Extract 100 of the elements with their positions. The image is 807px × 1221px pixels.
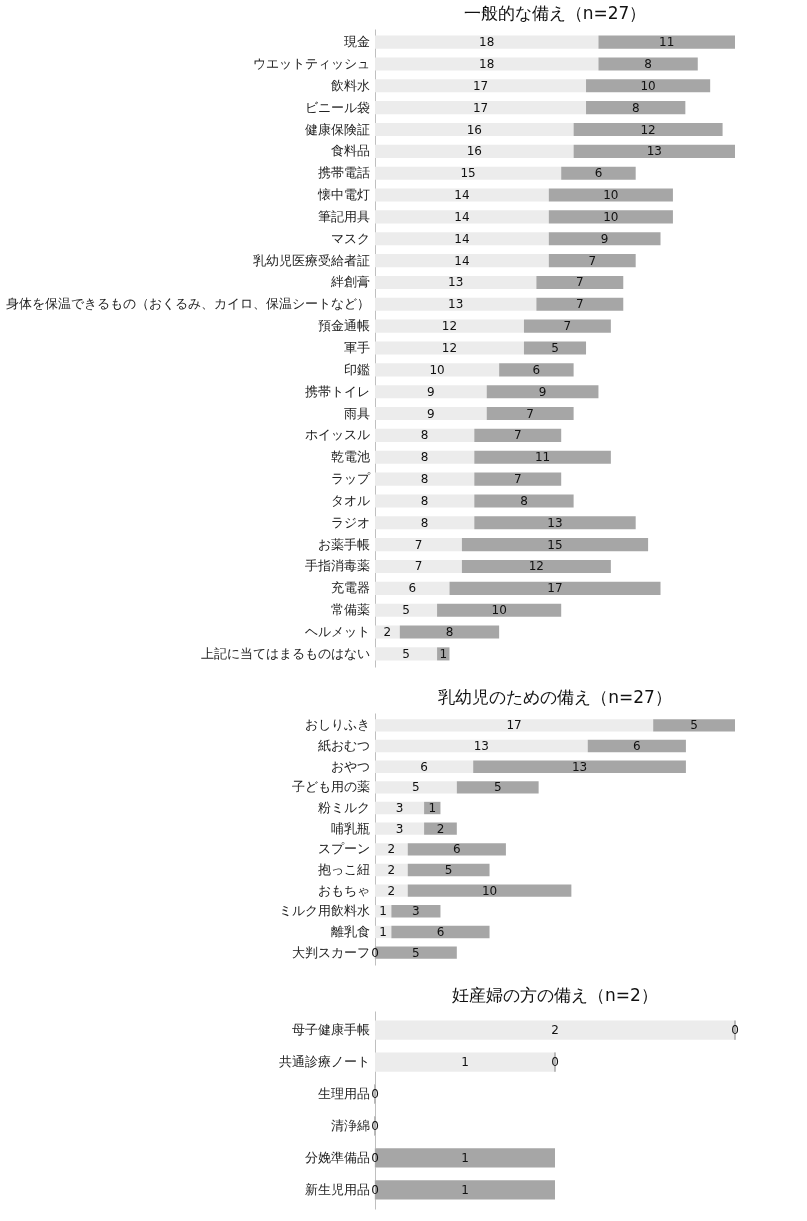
data-label: 14 — [454, 209, 470, 224]
data-label: 15 — [460, 166, 476, 181]
data-label: 13 — [571, 759, 588, 774]
data-label: 12 — [640, 122, 656, 137]
bar — [375, 884, 408, 897]
data-label: 5 — [690, 718, 698, 733]
data-label: 1 — [379, 904, 387, 919]
bar — [486, 385, 599, 399]
bar — [375, 538, 462, 552]
y-tick-label: 絆創膏 — [329, 274, 370, 290]
data-label: 2 — [383, 625, 392, 640]
bar — [548, 210, 673, 224]
y-tick-label: 軍手 — [343, 340, 370, 355]
data-label: 11 — [659, 35, 675, 50]
data-label: 2 — [551, 1023, 559, 1038]
y-tick-label: 携帯電話 — [317, 165, 370, 181]
y-tick-label: ラジオ — [330, 514, 370, 530]
data-label: 1 — [379, 924, 387, 939]
y-tick-label: ヘルメット — [304, 624, 370, 640]
bar — [375, 297, 537, 311]
y-tick-label: 子ども用の薬 — [291, 779, 370, 795]
data-label: 6 — [408, 581, 417, 596]
y-tick-label: 離乳食 — [330, 923, 370, 939]
bar — [375, 385, 487, 399]
data-label: 17 — [472, 78, 489, 93]
data-label: 6 — [633, 739, 641, 754]
data-label: 13 — [547, 515, 563, 530]
y-tick-label: 大判スカーフ — [291, 944, 370, 960]
data-label: 18 — [479, 56, 495, 71]
bar — [391, 905, 441, 918]
y-tick-label: 懐中電灯 — [316, 187, 370, 203]
data-label: 8 — [420, 450, 429, 465]
bar — [586, 101, 686, 115]
bar — [375, 275, 537, 290]
y-tick-label: 乾電池 — [330, 449, 370, 465]
bar — [375, 494, 475, 508]
data-label: 13 — [646, 144, 662, 159]
data-label: 1 — [461, 1055, 469, 1070]
bar — [375, 822, 425, 835]
bar — [548, 188, 673, 202]
data-label: 16 — [466, 144, 482, 159]
data-label: 7 — [588, 253, 597, 268]
bar — [375, 341, 524, 355]
bar — [653, 719, 735, 732]
y-tick-label: 雨具 — [343, 405, 370, 421]
data-label: 1 — [428, 801, 437, 816]
y-tick-label: 筆記用具 — [317, 208, 370, 224]
data-label: 8 — [420, 428, 429, 443]
data-label: 9 — [600, 231, 609, 246]
bar — [499, 363, 574, 377]
bar — [548, 232, 661, 246]
bar — [586, 79, 711, 93]
bar — [391, 925, 490, 939]
data-label: 2 — [387, 883, 396, 898]
data-label: 0 — [371, 1087, 379, 1102]
data-label: 13 — [473, 739, 489, 754]
data-label: 7 — [414, 559, 423, 574]
y-tick-label: タオル — [330, 492, 370, 508]
bar — [598, 57, 698, 71]
data-label: 10 — [640, 78, 656, 93]
bar — [561, 166, 636, 180]
chart-title: 妊産婦の方の備え（n=2） — [452, 985, 658, 1005]
bar — [573, 122, 723, 137]
y-tick-label: 飲料水 — [330, 77, 370, 93]
data-label: 3 — [412, 904, 420, 919]
bar — [375, 363, 500, 377]
y-tick-label: ミルク用飲料水 — [278, 903, 370, 919]
data-label: 1 — [439, 646, 448, 661]
bar — [473, 760, 686, 773]
data-label: 13 — [448, 297, 464, 312]
bar — [474, 472, 562, 486]
bar — [375, 101, 587, 115]
bar — [598, 35, 735, 49]
data-label: 16 — [466, 122, 482, 137]
data-label: 5 — [412, 780, 420, 795]
y-tick-label: 現金 — [343, 34, 370, 50]
y-tick-label: ホイッスル — [304, 427, 370, 443]
bar — [536, 297, 624, 311]
y-tick-label: 分娩準備品 — [304, 1149, 370, 1165]
data-label: 7 — [526, 406, 534, 421]
data-label: 5 — [412, 945, 420, 960]
chart-title: 乳幼児のための備え（n=27） — [438, 687, 672, 707]
data-label: 14 — [454, 253, 470, 268]
data-label: 9 — [538, 384, 547, 399]
bar — [375, 210, 549, 224]
bar — [375, 428, 475, 442]
y-tick-label: 充電器 — [330, 580, 370, 596]
bar — [474, 450, 611, 464]
data-label: 7 — [513, 472, 522, 487]
bar — [424, 822, 457, 835]
data-label: 12 — [528, 559, 545, 574]
y-tick-label: 母子健康手帳 — [291, 1022, 370, 1038]
y-tick-label: 抱っこ紐 — [317, 861, 370, 877]
data-label: 10 — [603, 209, 619, 224]
bar — [375, 781, 457, 794]
bar — [375, 625, 400, 639]
bar — [375, 122, 574, 137]
data-label: 17 — [506, 718, 522, 733]
data-label: 5 — [551, 341, 559, 355]
y-tick-label: 生理用品 — [317, 1086, 370, 1102]
